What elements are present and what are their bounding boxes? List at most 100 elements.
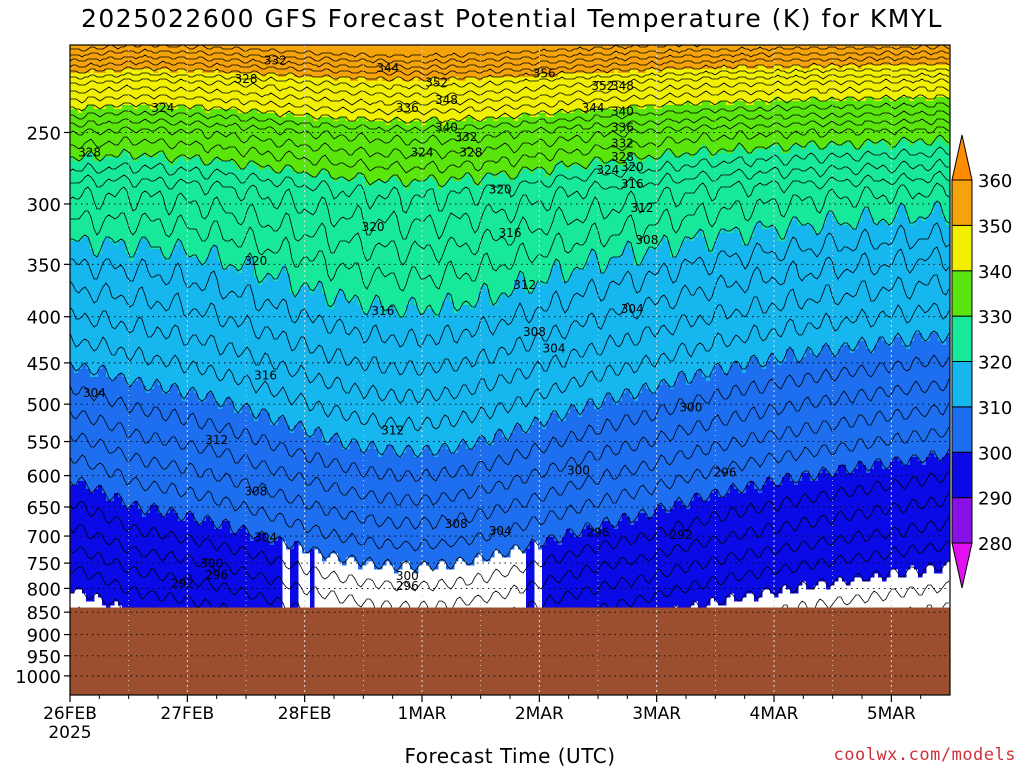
band-cell xyxy=(942,141,947,218)
band-cell xyxy=(594,409,599,534)
band-cell xyxy=(878,101,883,142)
band-cell xyxy=(726,493,731,598)
band-cell xyxy=(362,117,367,178)
band-cell xyxy=(394,453,399,574)
band-cell xyxy=(434,317,439,458)
contour-label: 308 xyxy=(635,233,658,247)
band-cell xyxy=(510,433,515,550)
band-cell xyxy=(566,281,571,414)
band-cell xyxy=(866,97,871,142)
band-cell xyxy=(522,45,527,78)
colorbar-label: 290 xyxy=(978,489,1012,510)
band-cell xyxy=(246,165,251,258)
band-cell xyxy=(334,45,339,82)
x-tick-sublabel: 2025 xyxy=(48,723,91,743)
band-cell xyxy=(638,393,643,514)
band-cell xyxy=(670,257,675,390)
band-cell xyxy=(770,145,775,226)
band-cell xyxy=(202,165,207,266)
band-cell xyxy=(890,345,895,462)
band-cell xyxy=(474,77,479,122)
band-cell xyxy=(918,461,923,578)
band-cell xyxy=(374,297,379,450)
band-cell xyxy=(262,169,267,282)
band-cell xyxy=(274,45,279,74)
contour-label: 320 xyxy=(621,160,644,174)
band-cell xyxy=(278,77,283,118)
band-cell xyxy=(262,45,267,78)
band-cell xyxy=(886,65,891,98)
band-cell xyxy=(542,169,547,286)
band-cell xyxy=(622,249,627,394)
band-cell xyxy=(566,45,571,74)
band-cell xyxy=(422,125,427,182)
band-cell xyxy=(910,225,915,342)
band-cell xyxy=(898,141,903,206)
band-cell xyxy=(646,157,651,250)
band-cell xyxy=(746,365,751,486)
contour-label: 348 xyxy=(611,79,634,93)
band-cell xyxy=(598,161,603,270)
band-cell xyxy=(390,81,395,122)
band-cell xyxy=(550,413,555,538)
band-cell xyxy=(818,233,823,354)
band-cell xyxy=(690,69,695,106)
band-cell xyxy=(682,153,687,242)
band-cell xyxy=(362,177,367,314)
band-cell xyxy=(70,157,75,242)
band-cell xyxy=(346,301,351,450)
band-cell xyxy=(546,421,551,538)
band-cell xyxy=(758,221,763,366)
band-cell xyxy=(910,341,915,458)
band-cell xyxy=(798,145,803,226)
band-cell xyxy=(130,105,135,158)
band-cell xyxy=(742,245,747,374)
band-cell xyxy=(502,173,507,294)
band-cell xyxy=(106,377,111,502)
band-cell xyxy=(290,169,295,294)
band-cell xyxy=(154,505,159,626)
band-cell xyxy=(402,121,407,186)
band-cell xyxy=(426,309,431,446)
band-cell xyxy=(98,45,103,74)
band-cell xyxy=(470,117,475,178)
band-cell xyxy=(918,217,923,334)
y-tick-label: 550 xyxy=(27,433,61,454)
band-cell xyxy=(618,109,623,166)
band-cell xyxy=(894,217,899,338)
band-cell xyxy=(354,45,359,82)
band-cell xyxy=(646,105,651,158)
band-cell xyxy=(402,81,407,122)
band-cell xyxy=(358,305,363,450)
band-cell xyxy=(786,153,791,230)
band-cell xyxy=(106,237,111,378)
band-cell xyxy=(638,265,643,394)
band-cell xyxy=(746,245,751,366)
contour-label: 308 xyxy=(523,325,546,339)
band-cell xyxy=(826,345,831,474)
band-cell xyxy=(226,521,231,658)
band-cell xyxy=(790,221,795,350)
y-tick-label: 500 xyxy=(27,395,61,416)
isentrope-line xyxy=(70,134,950,188)
band-cell xyxy=(770,45,775,70)
band-cell xyxy=(210,45,215,74)
isentrope-line xyxy=(70,56,949,76)
band-cell xyxy=(190,513,195,642)
band-cell xyxy=(106,501,111,610)
y-tick-label: 400 xyxy=(27,308,61,329)
band-cell xyxy=(330,117,335,178)
band-cell xyxy=(246,73,251,114)
band-cell xyxy=(330,309,335,438)
band-cell xyxy=(642,513,647,638)
band-cell xyxy=(198,69,203,106)
band-cell xyxy=(886,45,891,66)
band-cell xyxy=(250,73,255,110)
band-cell xyxy=(154,73,159,110)
band-cell xyxy=(730,153,735,234)
band-cell xyxy=(686,153,691,238)
contour-label: 312 xyxy=(631,201,654,215)
source-credit[interactable]: coolwx.com/models xyxy=(833,745,1016,765)
band-cell xyxy=(574,537,579,678)
band-cell xyxy=(318,281,323,430)
